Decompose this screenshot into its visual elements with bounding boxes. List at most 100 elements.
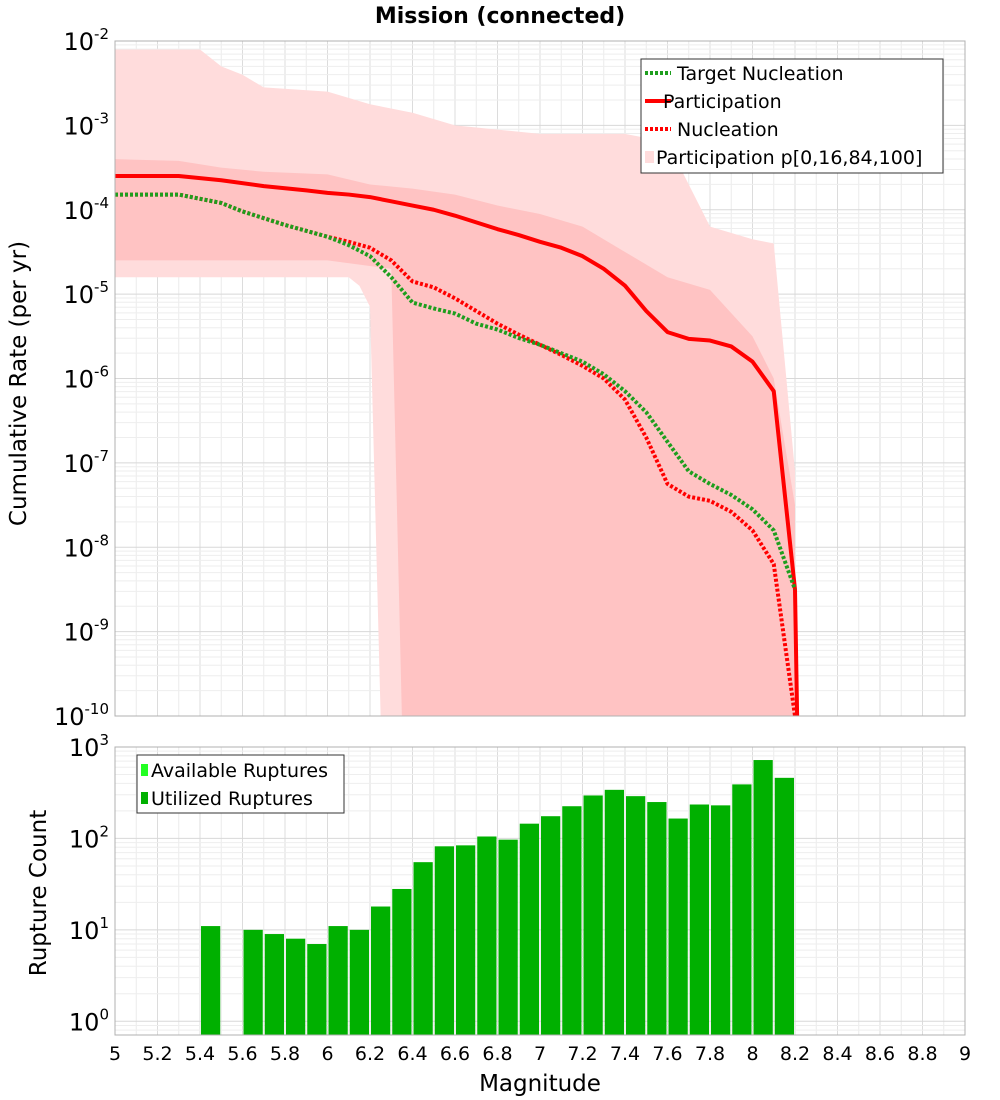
y-tick-exp: -10	[85, 700, 110, 718]
legend-rate: Target Nucleation Participation Nucleation…	[640, 58, 944, 174]
y-tick-base: 10	[63, 619, 94, 647]
bar	[349, 929, 369, 1035]
y-tick-exp: 2	[99, 822, 109, 840]
series-participation	[115, 174, 800, 716]
legend-label: Utilized Ruptures	[151, 788, 313, 810]
y-tick-base: 10	[63, 281, 94, 309]
y-tick-label: 10-4	[63, 194, 109, 225]
y-tick-exp: 1	[99, 914, 109, 932]
legend-label: Target Nucleation	[676, 63, 844, 85]
x-tick-label: 7.6	[652, 1043, 682, 1065]
bar	[264, 934, 284, 1035]
x-tick-label: 7	[534, 1043, 546, 1065]
legend-count: Available Ruptures Utilized Ruptures	[136, 754, 345, 814]
y-tick-label: 101	[69, 914, 109, 945]
x-tick-label: 5.8	[270, 1043, 300, 1065]
y-tick-label: 10-7	[63, 447, 109, 478]
bar	[689, 804, 709, 1035]
bar	[668, 818, 688, 1035]
y-tick-label: 10-8	[63, 531, 109, 562]
y-tick-base: 10	[63, 366, 94, 394]
y-tick-base: 10	[63, 197, 94, 225]
y-tick-base: 10	[69, 734, 100, 762]
y-tick-exp: -8	[94, 531, 109, 549]
y-axis-label-count: Rupture Count	[26, 810, 52, 976]
legend-label: Nucleation	[677, 119, 779, 141]
y-tick-exp: -3	[94, 109, 109, 127]
chart-title: Mission (connected)	[375, 4, 625, 29]
y-tick-exp: -6	[94, 363, 109, 381]
bar	[626, 796, 646, 1035]
legend-box	[640, 58, 944, 174]
x-tick-label: 6.2	[355, 1043, 385, 1065]
y-tick-exp: -2	[94, 25, 109, 43]
x-tick-label: 5.6	[227, 1043, 257, 1065]
y-tick-exp: -7	[94, 447, 109, 465]
y-tick-base: 10	[63, 534, 94, 562]
legend-label: Participation	[663, 91, 782, 113]
y-tick-label: 10-3	[63, 109, 109, 140]
x-tick-label: 6.8	[482, 1043, 512, 1065]
y-tick-label: 10-2	[63, 25, 109, 56]
bar	[604, 789, 624, 1035]
x-tick-label: 6.6	[440, 1043, 470, 1065]
plot-frame	[114, 746, 966, 1036]
y-tick-label: 10-9	[63, 616, 109, 647]
bar	[371, 906, 391, 1035]
bar	[477, 836, 497, 1035]
y-tick-label: 10-6	[63, 363, 109, 394]
plot-frame	[114, 40, 966, 717]
y-tick-exp: -9	[94, 616, 109, 634]
y-tick-base: 10	[69, 825, 100, 853]
bar	[562, 806, 582, 1035]
rate-plot-area	[115, 49, 800, 716]
bar	[201, 926, 221, 1035]
bar	[583, 795, 603, 1035]
y-tick-label: 10-5	[63, 278, 109, 309]
x-tick-label: 7.4	[610, 1043, 640, 1065]
legend-label: Available Ruptures	[151, 760, 328, 782]
y-tick-exp: 3	[99, 731, 109, 749]
legend-swatch	[141, 764, 148, 776]
bar	[286, 938, 306, 1035]
legend-swatch	[645, 151, 654, 163]
x-tick-label: 5.2	[142, 1043, 172, 1065]
x-tick-label: 6.4	[397, 1043, 427, 1065]
y-tick-base: 10	[63, 450, 94, 478]
x-tick-label: 8.4	[822, 1043, 852, 1065]
y-tick-base: 10	[63, 112, 94, 140]
y-tick-base: 10	[54, 703, 85, 731]
series-target-nucleation	[115, 192, 797, 591]
bar	[392, 888, 412, 1035]
y-tick-label: 100	[69, 1005, 109, 1036]
y-tick-exp: 0	[99, 1005, 109, 1023]
bar	[732, 784, 752, 1035]
x-tick-label: 9	[959, 1043, 971, 1065]
count-plot-area	[201, 760, 794, 1035]
bar	[541, 816, 561, 1035]
bar	[413, 862, 433, 1035]
y-tick-label: 103	[69, 731, 109, 762]
y-tick-label: 102	[69, 822, 109, 853]
x-tick-label: 5.4	[185, 1043, 215, 1065]
x-tick-label: 8.8	[907, 1043, 937, 1065]
legend-box	[136, 754, 345, 814]
y-axis-label-rate: Cumulative Rate (per yr)	[6, 241, 32, 526]
bar	[519, 823, 539, 1035]
bar	[328, 926, 348, 1035]
bar	[498, 839, 518, 1035]
x-tick-label: 8.6	[865, 1043, 895, 1065]
y-tick-base: 10	[63, 28, 94, 56]
x-tick-label: 7.2	[567, 1043, 597, 1065]
bar	[753, 760, 773, 1035]
x-tick-label: 8.2	[780, 1043, 810, 1065]
x-tick-label: 6	[321, 1043, 333, 1065]
band-p16-p84	[115, 159, 795, 716]
bar	[307, 944, 327, 1035]
x-tick-label: 7.8	[695, 1043, 725, 1065]
x-axis-label: Magnitude	[479, 1071, 601, 1097]
bar	[774, 777, 794, 1035]
bar	[647, 802, 667, 1035]
x-tick-label: 5	[109, 1043, 121, 1065]
